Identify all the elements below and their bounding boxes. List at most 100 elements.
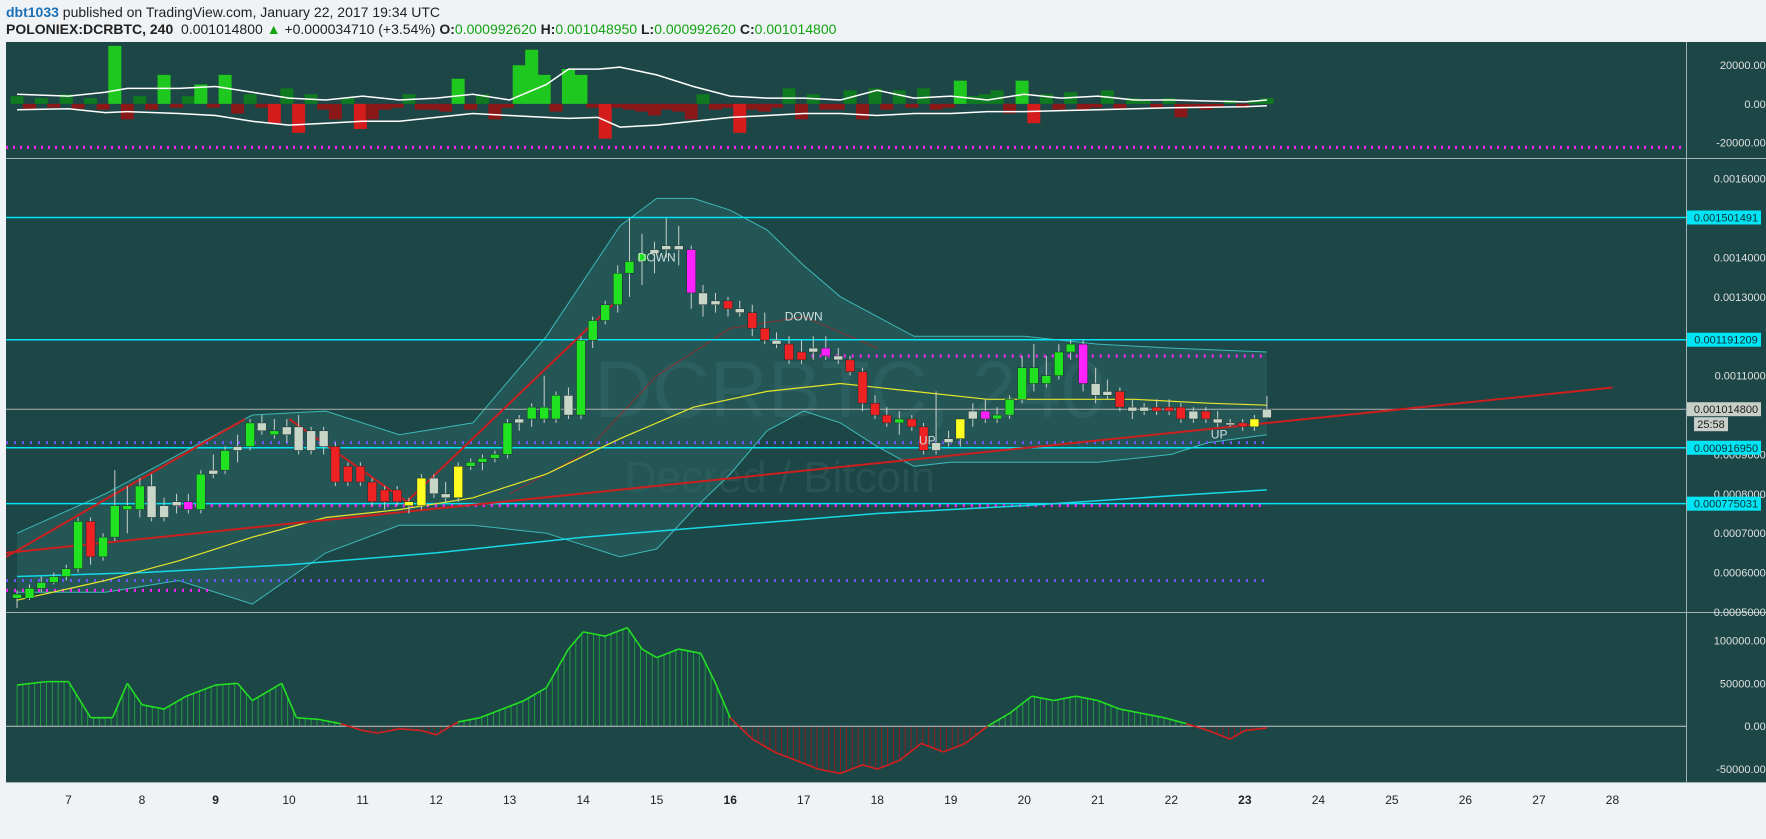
- author-link[interactable]: dbt1033: [6, 4, 59, 20]
- time-axis-tick: 27: [1532, 793, 1546, 807]
- time-axis-tick: 10: [282, 793, 296, 807]
- volume-bar: [96, 103, 110, 110]
- candle-body: [771, 339, 782, 345]
- candle-body: [1176, 406, 1186, 420]
- volume-bar: [1076, 103, 1090, 110]
- time-axis-tick: 9: [212, 793, 219, 807]
- oscillator-line: [1207, 729, 1231, 740]
- volume-bar: [255, 103, 269, 108]
- candle-body: [882, 414, 892, 424]
- volume-bar: [365, 103, 379, 120]
- time-axis-tick: 25: [1385, 793, 1399, 807]
- bollinger-upper: [16, 197, 1267, 534]
- oscillator-line: [16, 680, 47, 686]
- time-axis-tick: 23: [1238, 793, 1252, 807]
- volume-bar: [84, 98, 98, 104]
- volume-bar: [770, 103, 784, 108]
- oscillator-line: [251, 682, 283, 702]
- candle-body: [367, 481, 377, 502]
- volume-bar: [1174, 103, 1188, 118]
- time-axis-tick: 12: [429, 793, 443, 807]
- volume-bar: [892, 90, 906, 104]
- volume-bar: [1039, 94, 1053, 104]
- volume-bar: [231, 103, 245, 114]
- oscillator-line: [1229, 729, 1246, 740]
- volume-bar: [1247, 100, 1261, 104]
- time-axis-tick: 18: [871, 793, 885, 807]
- volume-bar: [1052, 103, 1066, 110]
- volume-bar: [414, 103, 428, 110]
- price-axis-tick: 0.001100000: [1715, 371, 1766, 383]
- candle-body: [1041, 375, 1052, 384]
- candle-body: [1115, 391, 1125, 408]
- time-axis-tick: 21: [1091, 793, 1105, 807]
- oscillator-line: [318, 718, 341, 725]
- candle-body: [968, 410, 978, 420]
- candle-body: [907, 418, 917, 428]
- oscillator-line: [700, 652, 717, 684]
- volume-bar: [71, 103, 85, 109]
- candle-body: [1102, 391, 1113, 396]
- candle-body: [698, 292, 708, 305]
- oscillator-line: [567, 631, 584, 650]
- volume-bar: [1137, 100, 1151, 104]
- volume-bar: [635, 103, 649, 112]
- oscillator-line: [641, 648, 658, 659]
- oscillator-line: [898, 742, 922, 762]
- volume-bar: [328, 103, 342, 120]
- volume-bar: [561, 69, 575, 104]
- oscillator-line: [141, 704, 165, 710]
- volume-bar: [133, 96, 147, 104]
- candle-body: [416, 477, 427, 506]
- oscillator-line: [458, 716, 481, 723]
- candle-body: [146, 485, 157, 518]
- oscillator-line: [399, 728, 422, 732]
- candle-body: [1188, 410, 1199, 420]
- candle-body: [135, 485, 145, 510]
- symbol-label[interactable]: POLONIEX:DCRBTC, 240: [6, 21, 174, 37]
- time-axis-tick: 11: [356, 793, 369, 807]
- chart-canvas[interactable]: 20000.00000.0000-20000.0000DCRBTC, 240De…: [0, 42, 1766, 839]
- oscillator-line: [545, 648, 570, 689]
- open-label: O:: [439, 21, 455, 37]
- volume-bar: [390, 103, 404, 108]
- candle-body: [1201, 410, 1211, 420]
- support-level-tag: [1687, 332, 1761, 347]
- oscillator-line: [818, 768, 841, 775]
- candle-body: [1004, 399, 1015, 416]
- candle-body: [61, 568, 72, 577]
- volume-bar: [586, 103, 600, 108]
- oscillator-line: [840, 764, 863, 775]
- candle-body: [943, 438, 954, 443]
- volume-bar: [341, 98, 355, 104]
- moving-average-yellow: [16, 382, 1267, 601]
- oscillator-line: [987, 712, 1010, 727]
- volume-bar: [108, 45, 122, 104]
- candle-body: [232, 446, 243, 451]
- volume-bar: [280, 88, 294, 104]
- volume-bar: [488, 103, 502, 120]
- oscillator-axis-tick: -50000.0000: [1716, 764, 1766, 776]
- current-price-label: 0.001014800: [1694, 404, 1758, 416]
- oscillator-line: [215, 682, 238, 686]
- volume-bar: [353, 103, 367, 129]
- bollinger-lower: [17, 410, 1267, 605]
- oscillator-line: [126, 682, 143, 706]
- volume-bar: [292, 103, 306, 133]
- candle-body: [36, 582, 47, 589]
- support-level-tag: [1687, 210, 1761, 225]
- price-change: +0.000034710 (+3.54%): [284, 21, 436, 37]
- candle-body: [220, 450, 230, 471]
- volume-bar: [378, 103, 392, 110]
- candle-body: [576, 339, 586, 416]
- price-axis-tick: 0.000700000: [1714, 528, 1766, 540]
- time-axis-tick: 16: [724, 793, 738, 807]
- volume-upper-band: [16, 66, 1267, 103]
- volume-bar: [696, 94, 710, 104]
- volume-bar: [194, 84, 208, 104]
- candle-body: [760, 328, 770, 341]
- candle-body: [784, 343, 794, 361]
- oscillator-line: [185, 684, 216, 697]
- volume-bar: [157, 74, 171, 104]
